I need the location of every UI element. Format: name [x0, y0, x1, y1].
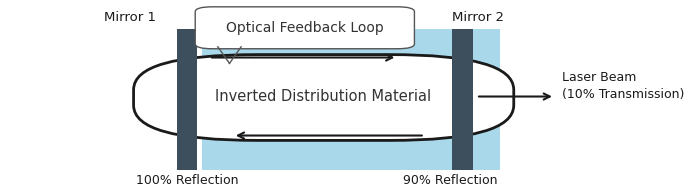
FancyBboxPatch shape	[134, 55, 514, 140]
FancyBboxPatch shape	[452, 29, 473, 170]
FancyBboxPatch shape	[195, 7, 414, 49]
Text: Mirror 1: Mirror 1	[104, 11, 156, 24]
FancyBboxPatch shape	[177, 29, 197, 170]
Text: Mirror 2: Mirror 2	[452, 11, 504, 24]
FancyBboxPatch shape	[452, 29, 473, 170]
Text: Inverted Distribution Material: Inverted Distribution Material	[215, 89, 432, 104]
Text: Laser Beam
(10% Transmission): Laser Beam (10% Transmission)	[562, 71, 684, 101]
Text: 100% Reflection: 100% Reflection	[136, 174, 238, 187]
FancyBboxPatch shape	[177, 29, 197, 170]
Text: 90% Reflection: 90% Reflection	[403, 174, 498, 187]
Text: Optical Feedback Loop: Optical Feedback Loop	[226, 21, 384, 35]
FancyBboxPatch shape	[202, 29, 500, 170]
